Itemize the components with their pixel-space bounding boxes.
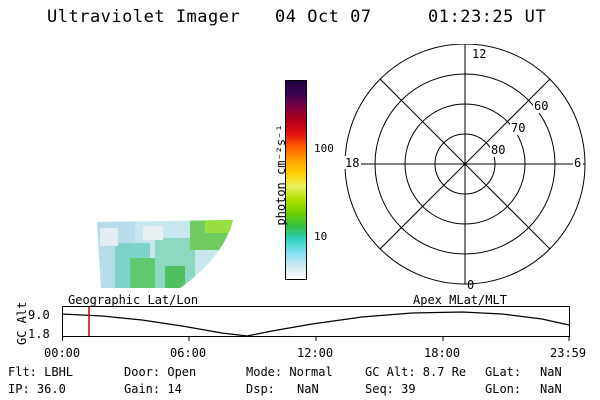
glat-value: NaN bbox=[540, 365, 562, 379]
lat-label-80: 80 bbox=[491, 143, 505, 157]
polar-grid: 12 18 6 0 60 70 80 bbox=[343, 44, 586, 292]
orbit-timeline bbox=[62, 306, 570, 341]
colorbar-ticks: 100 10 bbox=[300, 80, 340, 280]
seq-info: Seq: 39 bbox=[365, 382, 416, 396]
mlt-label-0: 0 bbox=[467, 278, 474, 292]
dsp-label: Dsp: bbox=[246, 382, 275, 396]
alt-min-label: 1.8 bbox=[28, 327, 50, 341]
glon-label: GLon: bbox=[485, 382, 522, 396]
timeline-tick-0600: 06:00 bbox=[170, 346, 207, 360]
timeline-tick-2359: 23:59 bbox=[550, 346, 587, 360]
door-info: Door: Open bbox=[124, 365, 197, 379]
time-label: 01:23:25 UT bbox=[428, 7, 547, 27]
timeline-tick-1200: 12:00 bbox=[297, 346, 334, 360]
glat-label: GLat: bbox=[485, 365, 522, 379]
mlt-label-6: 6 bbox=[574, 156, 581, 170]
mlt-label-12: 12 bbox=[472, 47, 486, 61]
gc-alt-info: GC Alt: 8.7 Re bbox=[365, 365, 467, 379]
mode-info: Mode: Normal bbox=[246, 365, 333, 379]
colorbar-tick-100: 100 bbox=[314, 142, 334, 155]
dsp-value: NaN bbox=[297, 382, 319, 396]
alt-max-label: 9.0 bbox=[28, 308, 50, 322]
gc-alt-axis-label: GC Alt bbox=[15, 301, 29, 345]
geographic-aurora-image bbox=[97, 220, 233, 288]
lat-label-70: 70 bbox=[511, 121, 525, 135]
date-label: 04 Oct 07 bbox=[275, 7, 372, 27]
lat-label-60: 60 bbox=[534, 99, 548, 113]
filter-info: Flt: LBHL bbox=[8, 365, 74, 379]
apex-label: Apex MLat/MLT bbox=[413, 293, 507, 307]
page-title: Ultraviolet Imager bbox=[47, 7, 241, 27]
mlt-label-18: 18 bbox=[345, 156, 359, 170]
colorbar-tick-10: 10 bbox=[314, 230, 328, 243]
timeline-tick-0000: 00:00 bbox=[44, 346, 81, 360]
timeline-tick-1800: 18:00 bbox=[424, 346, 461, 360]
colorbar bbox=[285, 80, 307, 280]
glon-value: NaN bbox=[540, 382, 562, 396]
colorbar-unit-label: photon cm⁻²s⁻¹ bbox=[274, 124, 288, 226]
geographic-label: Geographic Lat/Lon bbox=[68, 293, 199, 307]
gain-info: Gain: 14 bbox=[124, 382, 182, 396]
ip-info: IP: 36.0 bbox=[8, 382, 66, 396]
